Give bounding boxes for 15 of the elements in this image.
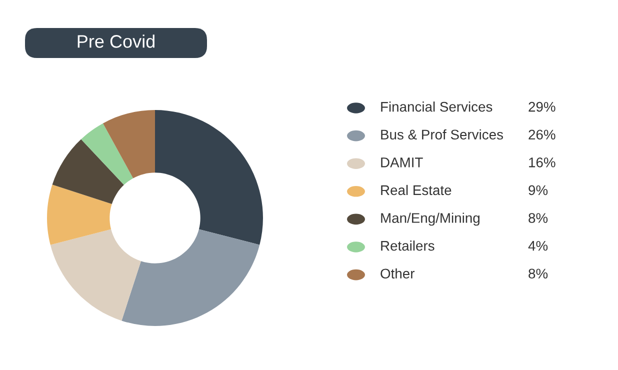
legend-label: Other xyxy=(380,268,415,279)
chart-title: Pre Covid xyxy=(78,34,154,48)
data-label: 9% xyxy=(528,185,548,196)
legend-label: Retailers xyxy=(381,240,434,251)
data-label: 4% xyxy=(528,240,548,251)
legend-label: Real Estate xyxy=(381,184,452,196)
legend-label: Financial Services xyxy=(381,102,492,112)
data-label: 8% xyxy=(528,268,548,279)
data-label: 16% xyxy=(529,157,556,168)
legend-label: Bus & Prof Services xyxy=(381,129,503,140)
data-label: 8% xyxy=(528,213,548,223)
data-label: 26% xyxy=(528,130,556,140)
data-label: 29% xyxy=(528,102,556,112)
legend-label: DAMIT xyxy=(381,158,423,168)
legend-label: Man/Eng/Mining xyxy=(381,212,480,226)
